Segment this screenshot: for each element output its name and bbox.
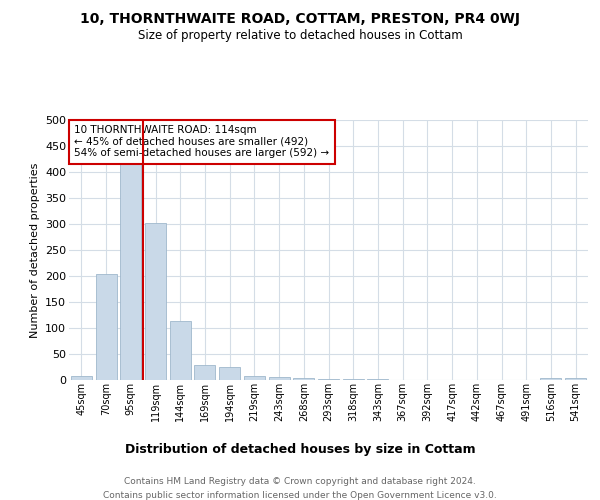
Bar: [244, 376, 265, 380]
Bar: [194, 365, 215, 380]
Bar: [120, 164, 141, 380]
Bar: [95, 274, 116, 380]
Text: 10 THORNTHWAITE ROAD: 114sqm
← 45% of detached houses are smaller (492)
54% of s: 10 THORNTHWAITE ROAD: 114sqm ← 45% of de…: [74, 125, 329, 158]
Bar: [219, 367, 240, 380]
Bar: [367, 379, 388, 380]
Text: Distribution of detached houses by size in Cottam: Distribution of detached houses by size …: [125, 442, 475, 456]
Bar: [565, 378, 586, 380]
Bar: [343, 379, 364, 380]
Y-axis label: Number of detached properties: Number of detached properties: [29, 162, 40, 338]
Text: Size of property relative to detached houses in Cottam: Size of property relative to detached ho…: [137, 29, 463, 42]
Text: Contains HM Land Registry data © Crown copyright and database right 2024.
Contai: Contains HM Land Registry data © Crown c…: [103, 478, 497, 500]
Bar: [318, 379, 339, 380]
Bar: [170, 321, 191, 380]
Bar: [71, 376, 92, 380]
Bar: [293, 378, 314, 380]
Bar: [145, 223, 166, 380]
Bar: [541, 378, 562, 380]
Bar: [269, 378, 290, 380]
Text: 10, THORNTHWAITE ROAD, COTTAM, PRESTON, PR4 0WJ: 10, THORNTHWAITE ROAD, COTTAM, PRESTON, …: [80, 12, 520, 26]
